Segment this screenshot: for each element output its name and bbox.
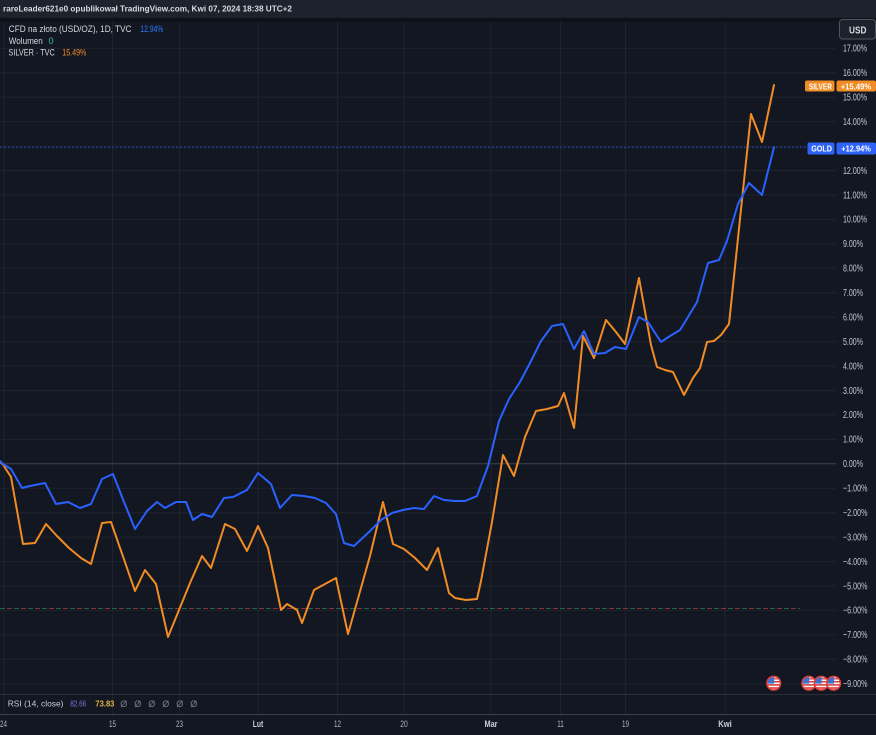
svg-text:11: 11 bbox=[557, 719, 564, 729]
svg-text:SILVER: SILVER bbox=[809, 81, 832, 91]
svg-text:15: 15 bbox=[109, 719, 116, 729]
svg-text:82.66: 82.66 bbox=[70, 699, 86, 709]
svg-text:SILVER · TVC: SILVER · TVC bbox=[9, 47, 56, 57]
svg-text:Ø: Ø bbox=[148, 699, 155, 709]
svg-text:USD: USD bbox=[849, 26, 866, 37]
svg-text:15.49%: 15.49% bbox=[62, 47, 86, 57]
svg-text:24: 24 bbox=[0, 719, 7, 729]
svg-text:8.00%: 8.00% bbox=[843, 264, 863, 275]
svg-text:7.00%: 7.00% bbox=[843, 288, 863, 299]
svg-text:CFD na złoto (USD/OZ), 1D, TVC: CFD na złoto (USD/OZ), 1D, TVC bbox=[9, 24, 132, 34]
svg-text:−5.00%: −5.00% bbox=[843, 581, 868, 592]
svg-text:1.00%: 1.00% bbox=[843, 435, 863, 446]
svg-text:−4.00%: −4.00% bbox=[843, 557, 868, 568]
svg-text:Kwi: Kwi bbox=[718, 719, 732, 729]
svg-text:+12.94%: +12.94% bbox=[841, 144, 871, 154]
svg-text:12.00%: 12.00% bbox=[843, 166, 867, 177]
svg-text:20: 20 bbox=[400, 719, 408, 729]
svg-text:17.00%: 17.00% bbox=[843, 44, 867, 55]
svg-text:3.00%: 3.00% bbox=[843, 386, 863, 397]
svg-text:14.00%: 14.00% bbox=[843, 117, 867, 128]
svg-text:Wolumen: Wolumen bbox=[9, 36, 43, 46]
svg-text:6.00%: 6.00% bbox=[843, 312, 863, 323]
svg-text:Ø: Ø bbox=[162, 699, 169, 709]
svg-text:GOLD: GOLD bbox=[811, 144, 832, 154]
svg-text:73.83: 73.83 bbox=[95, 699, 114, 709]
svg-text:−6.00%: −6.00% bbox=[843, 606, 868, 617]
svg-text:19: 19 bbox=[622, 719, 629, 729]
svg-text:4.00%: 4.00% bbox=[843, 361, 863, 372]
svg-text:23: 23 bbox=[176, 719, 183, 729]
svg-text:0: 0 bbox=[49, 36, 54, 46]
svg-text:−1.00%: −1.00% bbox=[843, 484, 868, 495]
svg-text:RSI (14, close): RSI (14, close) bbox=[8, 699, 64, 709]
svg-text:Mar: Mar bbox=[485, 719, 498, 729]
svg-text:Lut: Lut bbox=[253, 719, 264, 729]
svg-text:Ø: Ø bbox=[120, 699, 127, 709]
svg-text:+15.49%: +15.49% bbox=[841, 81, 872, 91]
svg-text:10.00%: 10.00% bbox=[843, 215, 867, 226]
svg-text:−7.00%: −7.00% bbox=[843, 630, 868, 641]
svg-text:16.00%: 16.00% bbox=[843, 68, 867, 79]
svg-text:11.00%: 11.00% bbox=[843, 190, 867, 201]
svg-text:−2.00%: −2.00% bbox=[843, 508, 868, 519]
svg-text:−8.00%: −8.00% bbox=[843, 655, 868, 666]
svg-text:5.00%: 5.00% bbox=[843, 337, 863, 348]
svg-text:Ø: Ø bbox=[134, 699, 141, 709]
svg-text:9.00%: 9.00% bbox=[843, 239, 863, 250]
svg-text:12: 12 bbox=[334, 719, 341, 729]
svg-text:−9.00%: −9.00% bbox=[843, 679, 868, 690]
svg-text:15.00%: 15.00% bbox=[843, 93, 867, 104]
svg-text:Ø: Ø bbox=[176, 699, 183, 709]
svg-text:−3.00%: −3.00% bbox=[843, 532, 868, 543]
svg-text:Ø: Ø bbox=[190, 699, 197, 709]
svg-text:12.94%: 12.94% bbox=[140, 24, 163, 34]
svg-text:0.00%: 0.00% bbox=[843, 459, 863, 470]
svg-text:rareLeader621e0 opublikował Tr: rareLeader621e0 opublikował TradingView.… bbox=[3, 4, 292, 14]
svg-text:2.00%: 2.00% bbox=[843, 410, 863, 421]
